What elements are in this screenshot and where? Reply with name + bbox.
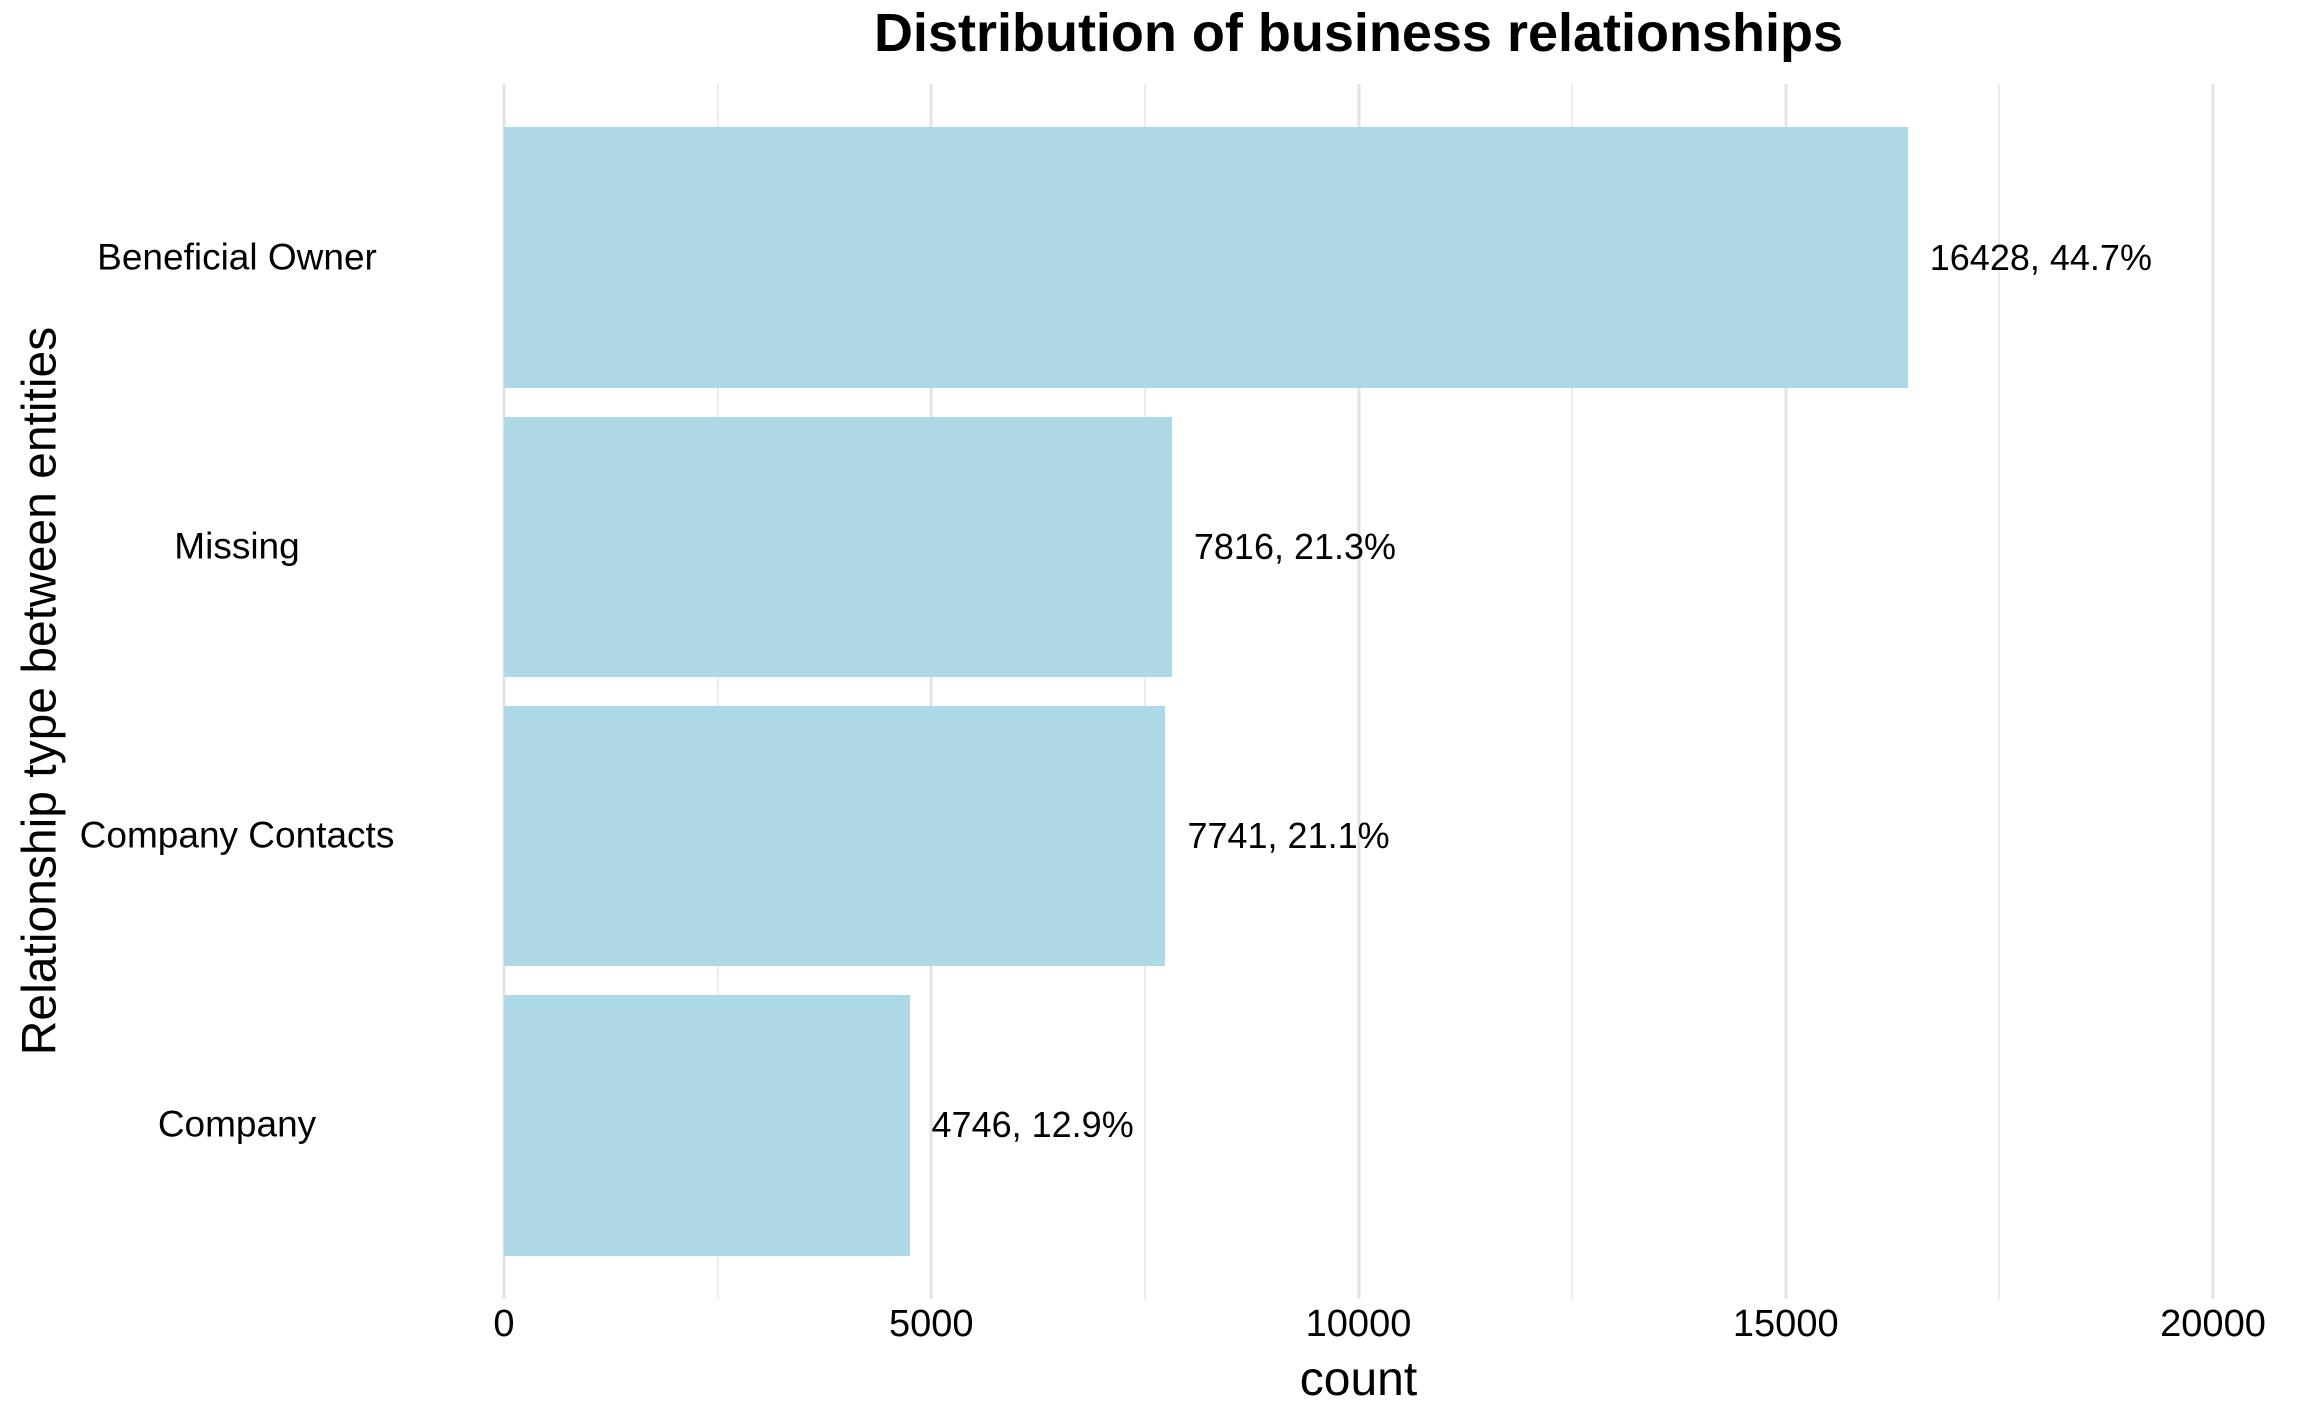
value-label-missing: 7816, 21.3% [1193, 526, 1397, 568]
x-tick-label-0: 0 [493, 1303, 515, 1345]
major-gridline [502, 84, 506, 1299]
minor-gridline [716, 84, 719, 1299]
bar-beneficial-owner [504, 127, 1908, 388]
plot-panel [502, 84, 2215, 1299]
major-gridline [1784, 84, 1788, 1299]
value-label-company: 4746, 12.9% [931, 1104, 1134, 1146]
x-tick-label-10000: 10000 [1305, 1303, 1412, 1345]
minor-gridline [1143, 84, 1146, 1299]
category-label-company-contacts: Company Contacts [79, 814, 395, 856]
chart-title: Distribution of business relationships [873, 3, 1844, 63]
major-gridline [2211, 84, 2215, 1299]
value-label-company-contacts: 7741, 21.1% [1187, 815, 1390, 857]
x-tick-label-15000: 15000 [1732, 1303, 1839, 1345]
x-tick-label-5000: 5000 [888, 1303, 974, 1345]
category-label-beneficial-owner: Beneficial Owner [97, 236, 377, 278]
minor-gridline [1571, 84, 1574, 1299]
major-gridline [1357, 84, 1360, 1299]
major-gridline [929, 84, 933, 1299]
x-tick-label-20000: 20000 [2160, 1303, 2266, 1345]
value-label-beneficial-owner: 16428, 44.7% [1929, 236, 2152, 278]
category-label-missing: Missing [174, 525, 300, 567]
bar-company-contacts [504, 705, 1166, 967]
minor-gridline [1998, 84, 2001, 1299]
x-axis-title: count [1299, 1353, 1418, 1406]
bar-company [504, 995, 910, 1256]
bar-missing [504, 416, 1172, 678]
category-label-company: Company [157, 1104, 317, 1146]
